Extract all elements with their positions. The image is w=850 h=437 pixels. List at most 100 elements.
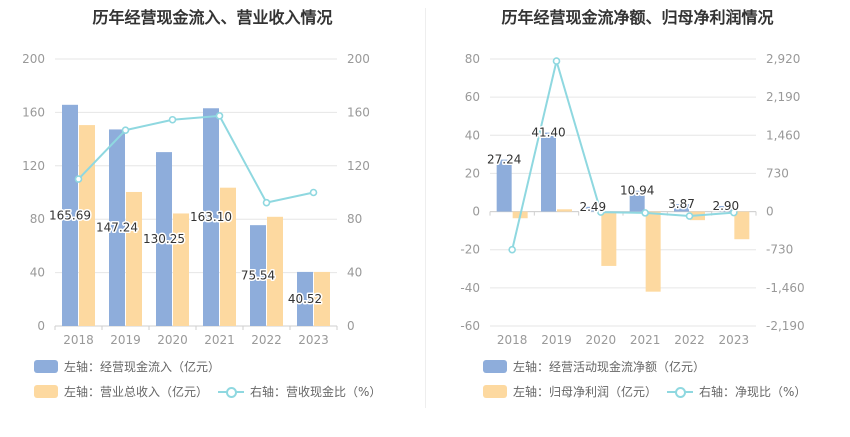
- y-right-tick-label: 2,190: [766, 90, 800, 104]
- line-point: [730, 208, 738, 217]
- series-line-ratio: [77, 114, 314, 204]
- bar-net-operating-cash: [718, 206, 734, 212]
- y-left-tick-label: 40: [30, 266, 45, 280]
- line-point: [685, 212, 694, 220]
- chart-panel-netcash-netprofit: 历年经营现金流净额、归母净利润情况 -60 -40 -20 0 20 40 60 80 -2,1…: [425, 0, 850, 437]
- chart-title: 历年经营现金流净额、归母净利润情况: [501, 8, 774, 27]
- bar-total-revenue: [173, 213, 189, 326]
- x-tick-label: 2020: [157, 333, 188, 347]
- bar-net-operating-cash: [629, 190, 645, 212]
- x-tick-label: 2019: [110, 333, 141, 347]
- line-point: [309, 188, 318, 197]
- y-left-tick-label: 200: [22, 52, 45, 66]
- x-tick-label: 2019: [541, 333, 572, 347]
- bar-total-revenue: [314, 271, 330, 326]
- bar-data-label: 75.54: [241, 269, 275, 283]
- bar-net-profit: [557, 209, 572, 212]
- y-left-tick-label: -40: [460, 281, 480, 295]
- chart-svg: 0 40 80 120 160 200 0 40 80 120 160 200 2018 2019 2020…: [22, 52, 370, 347]
- legend-line-icon: [218, 385, 244, 398]
- bar-data-label: 27.24: [487, 153, 521, 167]
- legend-label: 左轴：经营现金流入（亿元）: [64, 360, 221, 374]
- legend-item-cash-inflow[interactable]: 左轴：经营现金流入（亿元）: [34, 358, 220, 375]
- bar-data-label: 130.25: [143, 232, 185, 246]
- bar-cash-inflow: [250, 225, 266, 326]
- legend-label: 右轴：营收现金比（%）: [250, 385, 382, 399]
- bar-cash-inflow: [297, 271, 313, 326]
- y-right-tick-label: 0: [347, 319, 355, 333]
- line-point: [74, 175, 83, 183]
- x-tick-label: 2018: [497, 333, 528, 347]
- x-tick-label: 2021: [204, 333, 235, 347]
- chart-svg: -60 -40 -20 0 20 40 60 80 -2,190 -1,460 -730 0 730 1,…: [460, 52, 805, 347]
- line-point: [262, 198, 271, 207]
- line-point: [552, 57, 561, 65]
- bar-cash-inflow: [109, 129, 125, 326]
- chart-panel-cashflow-revenue: 历年经营现金流入、营业收入情况 0 40 80 120 160 200 0 40 80 120 16…: [22, 8, 381, 400]
- bar-data-label: 2.49: [579, 200, 606, 214]
- legend-item-net-profit[interactable]: 左轴：归母净利润（亿元）: [483, 383, 657, 400]
- legend-item-net-cash-ratio[interactable]: 右轴：净现比（%）: [667, 383, 806, 400]
- legend-label: 左轴：归母净利润（亿元）: [513, 385, 658, 399]
- bar-data-label: 2.90: [712, 199, 739, 213]
- panel-divider: [425, 8, 426, 408]
- line-point: [641, 209, 649, 217]
- bar-data-label: 163.10: [190, 210, 232, 224]
- y-left-tick-label: 80: [30, 212, 45, 226]
- line-point: [508, 245, 516, 254]
- bar-total-revenue: [79, 125, 95, 327]
- y-left-tick-label: 20: [465, 166, 480, 180]
- legend-item-net-operating-cash[interactable]: 左轴：经营活动现金流净额（亿元）: [483, 358, 705, 375]
- bar-data-label: 3.87: [668, 197, 695, 211]
- bar-net-operating-cash: [674, 204, 689, 212]
- x-tick-label: 2023: [298, 333, 329, 347]
- legend-label: 左轴：经营活动现金流净额（亿元）: [513, 360, 706, 374]
- bar-data-label: 40.52: [288, 292, 322, 306]
- line-point: [597, 208, 605, 216]
- y-right-tick-label: 40: [347, 266, 362, 280]
- bar-net-operating-cash: [585, 206, 601, 212]
- y-left-tick-label: 60: [465, 90, 480, 104]
- bar-net-profit: [601, 211, 617, 266]
- bar-data-label: 41.40: [531, 126, 565, 140]
- legend-item-total-revenue[interactable]: 左轴：营业总收入（亿元）: [34, 383, 208, 400]
- x-tick-label: 2022: [251, 333, 282, 347]
- y-right-tick-label: -1,460: [766, 281, 805, 295]
- y-right-tick-label: 200: [347, 52, 370, 66]
- bar-total-revenue: [267, 216, 283, 326]
- y-left-tick-label: 0: [37, 319, 45, 333]
- y-right-tick-label: -730: [766, 243, 793, 257]
- y-right-tick-label: 160: [347, 105, 370, 119]
- legend-swatch: [34, 385, 58, 398]
- x-tick-label: 2021: [630, 333, 661, 347]
- y-right-tick-label: 2,920: [766, 52, 800, 66]
- bar-data-label: 165.69: [49, 208, 91, 222]
- y-left-tick-label: 160: [22, 105, 45, 119]
- line-point: [168, 115, 177, 124]
- bar-cash-inflow: [156, 152, 172, 326]
- bar-cash-inflow: [62, 104, 78, 326]
- bar-data-label: 147.24: [96, 221, 138, 235]
- legend-swatch: [483, 360, 507, 373]
- y-left-tick-label: 0: [472, 205, 480, 219]
- y-right-tick-label: 730: [766, 166, 789, 180]
- y-left-tick-label: -20: [460, 243, 480, 257]
- line-point: [121, 126, 130, 134]
- legend-label: 右轴：净现比（%）: [699, 385, 807, 399]
- bar-net-profit: [734, 211, 750, 240]
- bar-net-operating-cash: [496, 159, 512, 212]
- legend-swatch: [34, 360, 58, 373]
- y-left-tick-label: 80: [465, 52, 480, 66]
- y-right-tick-label: 1,460: [766, 128, 800, 142]
- y-left-tick-label: -60: [460, 319, 480, 333]
- legend-swatch: [483, 385, 507, 398]
- bar-net-profit: [645, 211, 661, 292]
- y-right-tick-label: 80: [347, 212, 362, 226]
- x-tick-label: 2023: [719, 333, 750, 347]
- legend-item-cash-revenue-ratio[interactable]: 右轴：营收现金比（%）: [218, 383, 381, 400]
- bar-total-revenue: [220, 187, 236, 326]
- y-right-tick-label: 0: [766, 205, 774, 219]
- bar-data-label: 10.94: [620, 184, 654, 198]
- y-right-tick-label: 120: [347, 159, 370, 173]
- y-left-tick-label: 40: [465, 128, 480, 142]
